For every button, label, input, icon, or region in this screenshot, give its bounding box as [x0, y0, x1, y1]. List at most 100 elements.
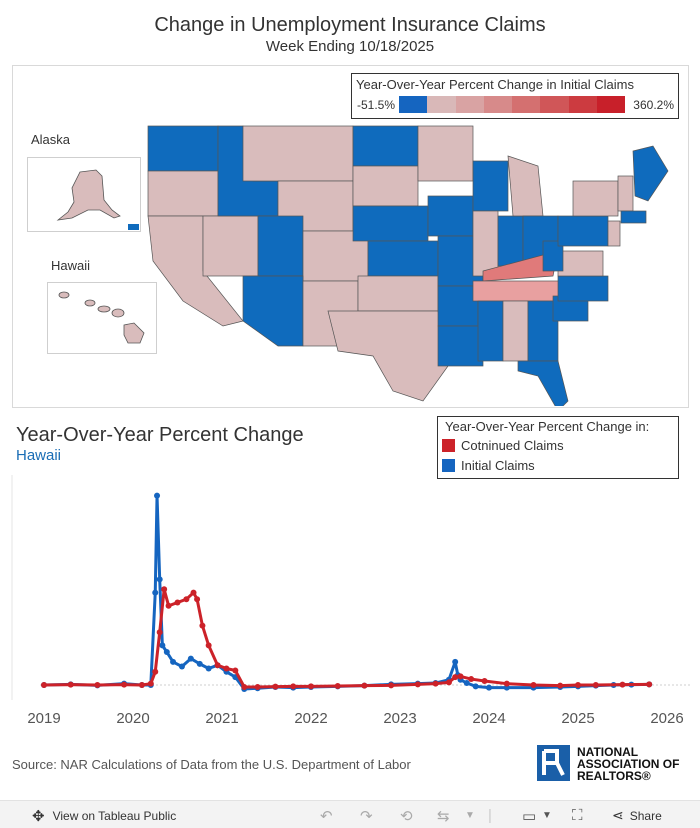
data-point-cotninued-claims[interactable] [41, 682, 47, 688]
data-point-cotninued-claims[interactable] [468, 676, 475, 683]
state-nv[interactable] [202, 215, 259, 277]
data-point-initial-claims[interactable] [472, 683, 479, 690]
data-point-cotninued-claims[interactable] [272, 683, 279, 690]
refresh-icon[interactable]: ⇆ [437, 808, 450, 825]
data-point-cotninued-claims[interactable] [361, 682, 368, 689]
data-point-cotninued-claims[interactable] [147, 680, 154, 687]
state-me[interactable] [632, 145, 669, 202]
data-point-cotninued-claims[interactable] [223, 665, 230, 672]
data-point-cotninued-claims[interactable] [152, 668, 159, 675]
data-point-initial-claims[interactable] [154, 492, 161, 499]
state-il[interactable] [472, 210, 499, 277]
data-point-cotninued-claims[interactable] [452, 674, 459, 681]
state-in[interactable] [497, 215, 524, 267]
data-point-initial-claims[interactable] [196, 660, 203, 667]
data-point-initial-claims[interactable] [205, 665, 212, 672]
data-point-cotninued-claims[interactable] [94, 682, 101, 688]
share-button[interactable]: ⋖ Share [612, 807, 662, 824]
data-point-initial-claims[interactable] [187, 655, 194, 662]
data-point-cotninued-claims[interactable] [241, 683, 248, 690]
legend-item-continued[interactable]: Cotninued Claims [442, 438, 564, 453]
data-point-cotninued-claims[interactable] [457, 673, 464, 680]
data-point-cotninued-claims[interactable] [388, 682, 395, 689]
state-tx[interactable] [327, 310, 449, 402]
state-mt[interactable] [242, 125, 354, 182]
state-mn[interactable] [417, 125, 474, 182]
data-point-initial-claims[interactable] [163, 649, 170, 655]
state-nc[interactable] [557, 275, 609, 302]
state-mi[interactable] [507, 155, 544, 217]
data-point-cotninued-claims[interactable] [138, 682, 145, 688]
state-la[interactable] [437, 325, 484, 367]
view-on-tableau-link[interactable]: ✥ View on Tableau Public [32, 807, 176, 825]
data-point-cotninued-claims[interactable] [503, 680, 510, 687]
state-wv[interactable] [542, 240, 564, 272]
comment-dropdown-icon[interactable]: ▼ [542, 810, 552, 821]
us-map[interactable] [143, 121, 683, 406]
data-point-initial-claims[interactable] [159, 642, 166, 649]
data-point-initial-claims[interactable] [463, 680, 470, 687]
data-point-cotninued-claims[interactable] [67, 681, 74, 688]
state-ut[interactable] [257, 215, 304, 277]
data-point-cotninued-claims[interactable] [156, 629, 163, 636]
data-point-cotninued-claims[interactable] [592, 682, 599, 688]
state-sd[interactable] [352, 165, 419, 207]
series-line-initial-claims[interactable] [43, 494, 650, 691]
state-ks[interactable] [367, 240, 439, 277]
data-point-initial-claims[interactable] [452, 658, 459, 665]
state-pa[interactable] [557, 215, 609, 247]
hawaii-inset[interactable] [47, 282, 157, 354]
comment-icon[interactable]: ▭ [522, 808, 537, 825]
data-point-cotninued-claims[interactable] [290, 683, 297, 690]
redo-icon[interactable]: ↷ [360, 808, 373, 825]
fullscreen-icon[interactable]: ⛶ [572, 807, 583, 824]
data-point-initial-claims[interactable] [486, 684, 492, 691]
state-ar[interactable] [437, 285, 479, 327]
state-ms[interactable] [477, 300, 504, 362]
state-wa[interactable] [147, 125, 219, 172]
data-point-cotninued-claims[interactable] [205, 642, 212, 649]
state-ne[interactable] [352, 205, 429, 242]
state-nd[interactable] [352, 125, 419, 167]
state-ok[interactable] [357, 275, 439, 312]
revert-icon[interactable]: ⟲ [400, 808, 413, 825]
series-line-cotninued-claims[interactable] [43, 587, 650, 689]
data-point-cotninued-claims[interactable] [161, 586, 168, 593]
refresh-dropdown-icon[interactable]: ▼ [465, 810, 475, 821]
data-point-cotninued-claims[interactable] [445, 679, 452, 686]
data-point-cotninued-claims[interactable] [557, 682, 564, 689]
data-point-cotninued-claims[interactable] [174, 599, 181, 606]
state-ky[interactable] [482, 250, 559, 282]
data-point-cotninued-claims[interactable] [165, 602, 172, 609]
state-va[interactable] [557, 250, 604, 277]
alaska-inset[interactable] [27, 157, 141, 232]
data-point-cotninued-claims[interactable] [432, 680, 439, 687]
data-point-cotninued-claims[interactable] [254, 683, 261, 690]
state-or[interactable] [147, 170, 219, 217]
data-point-initial-claims[interactable] [152, 589, 159, 596]
data-point-cotninued-claims[interactable] [530, 682, 537, 688]
state-vt-nh[interactable] [617, 175, 634, 212]
legend-item-initial[interactable]: Initial Claims [442, 458, 535, 473]
data-point-cotninued-claims[interactable] [334, 682, 341, 689]
data-point-cotninued-claims[interactable] [121, 681, 128, 688]
data-point-cotninued-claims[interactable] [481, 678, 488, 685]
state-al[interactable] [502, 300, 529, 362]
data-point-cotninued-claims[interactable] [214, 662, 221, 669]
state-az[interactable] [242, 275, 304, 347]
data-point-cotninued-claims[interactable] [308, 683, 314, 690]
data-point-cotninued-claims[interactable] [232, 667, 239, 674]
data-point-initial-claims[interactable] [156, 576, 163, 583]
undo-icon[interactable]: ↶ [320, 808, 333, 825]
state-wi[interactable] [472, 160, 509, 212]
line-chart[interactable]: 2019 2020 2021 2022 2023 2024 2025 2026 [0, 475, 700, 735]
data-point-cotninued-claims[interactable] [575, 682, 581, 688]
state-ma[interactable] [620, 210, 647, 224]
data-point-cotninued-claims[interactable] [646, 681, 653, 688]
data-point-initial-claims[interactable] [178, 663, 185, 670]
state-fl[interactable] [517, 360, 569, 406]
data-point-cotninued-claims[interactable] [619, 681, 626, 688]
data-point-initial-claims[interactable] [170, 658, 177, 665]
data-point-cotninued-claims[interactable] [190, 589, 197, 596]
data-point-cotninued-claims[interactable] [414, 681, 421, 688]
